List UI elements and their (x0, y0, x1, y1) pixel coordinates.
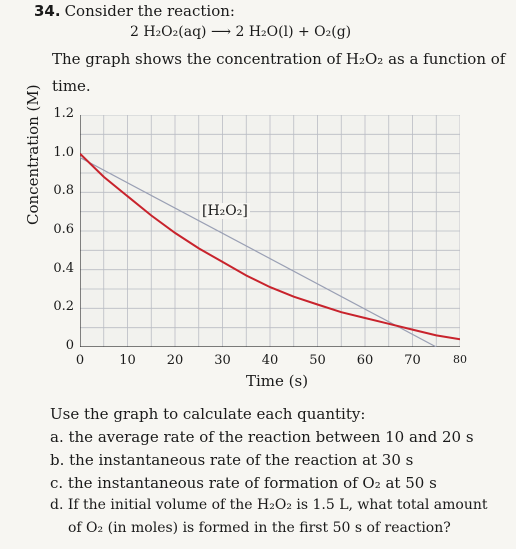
x-tick-label: 10 (119, 353, 136, 368)
description-line-2: time. (52, 77, 91, 95)
x-tick-label: 60 (356, 353, 374, 368)
y-tick-label: 0.2 (53, 299, 74, 315)
question-title: Consider the reaction: (64, 2, 235, 20)
y-tick-label: 0 (65, 338, 74, 353)
y-tick-label: 0.8 (53, 183, 74, 199)
x-axis-label: Time (s) (246, 372, 309, 390)
y-tick-label: 0.6 (53, 222, 74, 237)
x-tick-label: 80 (453, 353, 467, 366)
x-tick-label: 30 (214, 353, 231, 368)
y-tick-label: 1.2 (53, 106, 74, 121)
question-number: 34. (34, 2, 61, 20)
x-tick-label: 20 (166, 353, 184, 368)
concentration-curve (80, 152, 460, 341)
x-tick-label: 70 (404, 353, 421, 368)
description-line-1: The graph shows the concentration of H₂O… (52, 50, 506, 68)
series-label: [H₂O₂] (200, 203, 250, 219)
question-heading: 34. Consider the reaction: (34, 2, 235, 20)
tangent-line (80, 157, 437, 347)
task-a: a. the average rate of the reaction betw… (50, 428, 474, 446)
x-tick-label: 40 (261, 353, 279, 368)
y-axis-label: Concentration (M) (24, 84, 42, 225)
concentration-chart (80, 115, 460, 347)
tasks-intro: Use the graph to calculate each quantity… (50, 405, 366, 423)
task-c: c. the instantaneous rate of formation o… (50, 474, 437, 492)
reaction-equation: 2 H₂O₂(aq) ⟶ 2 H₂O(l) + O₂(g) (130, 24, 352, 40)
task-b: b. the instantaneous rate of the reactio… (50, 451, 414, 469)
task-d-line-1: d. If the initial volume of the H₂O₂ is … (50, 497, 488, 513)
y-tick-label: 1.0 (53, 144, 74, 160)
x-tick-label: 0 (75, 353, 85, 368)
x-tick-label: 50 (309, 353, 326, 368)
task-d-line-2: of O₂ (in moles) is formed in the first … (68, 520, 451, 536)
y-tick-label: 0.4 (53, 260, 74, 276)
